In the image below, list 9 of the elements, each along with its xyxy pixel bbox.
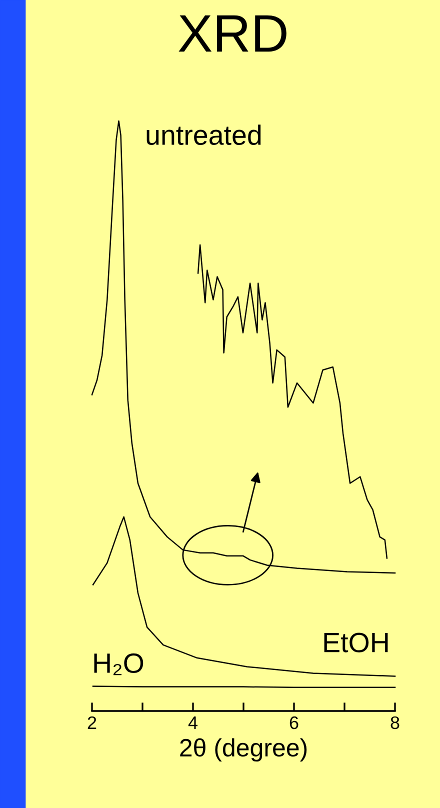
x-axis-title: 2θ (degree)	[180, 738, 307, 762]
x-tick-label: 4	[188, 716, 198, 729]
x-tick-label: 2	[88, 716, 96, 729]
x-tick-label: 8	[390, 716, 400, 730]
chart-title: XRD	[178, 15, 286, 52]
x-tick-label: 6	[290, 716, 298, 730]
series-label: EtOH	[324, 632, 388, 652]
series-label: untreated	[146, 124, 261, 146]
series-label: H₂O	[94, 653, 144, 676]
